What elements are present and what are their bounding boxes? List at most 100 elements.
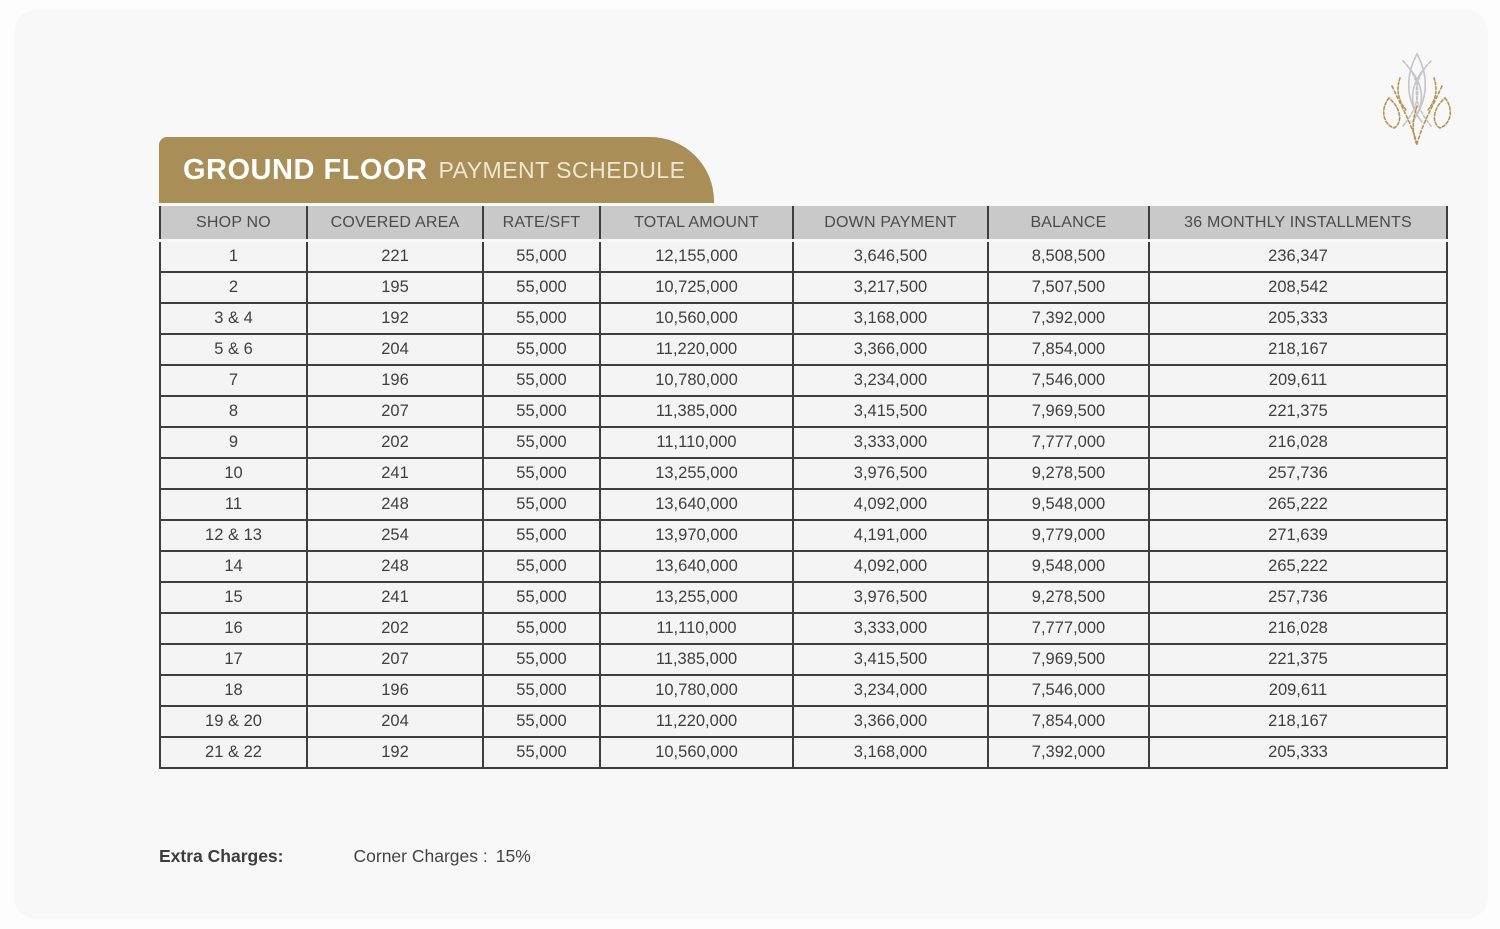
table-row: 1 221 55,000 12,155,000 3,646,500 8,508,500 23… bbox=[159, 239, 1448, 273]
table-cell: 192 bbox=[306, 302, 484, 335]
table-cell: 55,000 bbox=[482, 581, 601, 614]
table-row: 12 & 13 254 55,000 13,970,000 4,191,000 9,779… bbox=[159, 519, 1448, 552]
table-cell: 3 & 4 bbox=[159, 302, 308, 335]
table-cell: 10 bbox=[159, 457, 308, 490]
table-cell: 7,546,000 bbox=[987, 674, 1150, 707]
table-cell: 7,392,000 bbox=[987, 736, 1150, 769]
table-cell: 11,385,000 bbox=[599, 643, 794, 676]
table-cell: 3,217,500 bbox=[792, 271, 989, 304]
table-cell: 3,234,000 bbox=[792, 674, 989, 707]
table-row: 2 195 55,000 10,725,000 3,217,500 7,507,500 20… bbox=[159, 271, 1448, 304]
table-cell: 254 bbox=[306, 519, 484, 552]
column-header: COVERED AREA bbox=[306, 206, 484, 242]
extra-charges-note: Extra Charges: Corner Charges : 15% bbox=[159, 846, 531, 867]
table-cell: 3,366,000 bbox=[792, 705, 989, 738]
table-cell: 12 & 13 bbox=[159, 519, 308, 552]
table-cell: 7,969,500 bbox=[987, 395, 1150, 428]
table-cell: 55,000 bbox=[482, 736, 601, 769]
table-cell: 9,278,500 bbox=[987, 457, 1150, 490]
table-cell: 21 & 22 bbox=[159, 736, 308, 769]
table-cell: 216,028 bbox=[1148, 612, 1448, 645]
page-canvas: GROUND FLOOR PAYMENT SCHEDULE SHOP NO COV… bbox=[14, 10, 1488, 919]
table-cell: 3,646,500 bbox=[792, 239, 989, 273]
table-cell: 265,222 bbox=[1148, 550, 1448, 583]
table-cell: 221,375 bbox=[1148, 395, 1448, 428]
table-cell: 3,168,000 bbox=[792, 302, 989, 335]
table-cell: 17 bbox=[159, 643, 308, 676]
table-cell: 196 bbox=[306, 674, 484, 707]
table-cell: 55,000 bbox=[482, 457, 601, 490]
table-cell: 11,110,000 bbox=[599, 426, 794, 459]
table-row: 18 196 55,000 10,780,000 3,234,000 7,546,000 2… bbox=[159, 674, 1448, 707]
table-row: 14 248 55,000 13,640,000 4,092,000 9,548,000 2… bbox=[159, 550, 1448, 583]
table-cell: 55,000 bbox=[482, 333, 601, 366]
page-title: GROUND FLOOR bbox=[183, 153, 428, 186]
table-cell: 209,611 bbox=[1148, 674, 1448, 707]
table-cell: 9,278,500 bbox=[987, 581, 1150, 614]
table-cell: 271,639 bbox=[1148, 519, 1448, 552]
table-cell: 1 bbox=[159, 239, 308, 273]
table-cell: 55,000 bbox=[482, 364, 601, 397]
table-cell: 3,976,500 bbox=[792, 457, 989, 490]
table-cell: 9,548,000 bbox=[987, 488, 1150, 521]
table-cell: 11,110,000 bbox=[599, 612, 794, 645]
table-cell: 4,191,000 bbox=[792, 519, 989, 552]
table-cell: 10,725,000 bbox=[599, 271, 794, 304]
table-cell: 55,000 bbox=[482, 426, 601, 459]
table-cell: 9,548,000 bbox=[987, 550, 1150, 583]
table-row: 17 207 55,000 11,385,000 3,415,500 7,969,500 2… bbox=[159, 643, 1448, 676]
table-cell: 221,375 bbox=[1148, 643, 1448, 676]
table-cell: 7,507,500 bbox=[987, 271, 1150, 304]
table-row: 11 248 55,000 13,640,000 4,092,000 9,548,000 2… bbox=[159, 488, 1448, 521]
table-cell: 55,000 bbox=[482, 550, 601, 583]
table-cell: 204 bbox=[306, 705, 484, 738]
table-cell: 204 bbox=[306, 333, 484, 366]
table-cell: 9 bbox=[159, 426, 308, 459]
table-cell: 221 bbox=[306, 239, 484, 273]
table-cell: 5 & 6 bbox=[159, 333, 308, 366]
table-cell: 207 bbox=[306, 643, 484, 676]
table-cell: 55,000 bbox=[482, 643, 601, 676]
table-row: 10 241 55,000 13,255,000 3,976,500 9,278,500 2… bbox=[159, 457, 1448, 490]
table-cell: 10,780,000 bbox=[599, 674, 794, 707]
table-cell: 12,155,000 bbox=[599, 239, 794, 273]
table-cell: 55,000 bbox=[482, 302, 601, 335]
table-cell: 55,000 bbox=[482, 488, 601, 521]
table-cell: 4,092,000 bbox=[792, 550, 989, 583]
table-cell: 257,736 bbox=[1148, 457, 1448, 490]
table-cell: 7,854,000 bbox=[987, 333, 1150, 366]
page-subtitle: PAYMENT SCHEDULE bbox=[438, 156, 686, 183]
table-cell: 7,777,000 bbox=[987, 426, 1150, 459]
table-cell: 55,000 bbox=[482, 519, 601, 552]
corner-charges-label: Corner Charges : bbox=[353, 846, 488, 866]
table-cell: 3,234,000 bbox=[792, 364, 989, 397]
table-cell: 55,000 bbox=[482, 239, 601, 273]
table-cell: 8 bbox=[159, 395, 308, 428]
table-cell: 196 bbox=[306, 364, 484, 397]
table-cell: 209,611 bbox=[1148, 364, 1448, 397]
page-title-banner: GROUND FLOOR PAYMENT SCHEDULE bbox=[159, 137, 714, 203]
table-cell: 3,168,000 bbox=[792, 736, 989, 769]
table-cell: 216,028 bbox=[1148, 426, 1448, 459]
table-cell: 248 bbox=[306, 550, 484, 583]
table-cell: 13,255,000 bbox=[599, 457, 794, 490]
table-row: 9 202 55,000 11,110,000 3,333,000 7,777,000 21… bbox=[159, 426, 1448, 459]
table-body: 1 221 55,000 12,155,000 3,646,500 8,508,500 23… bbox=[159, 239, 1448, 769]
table-cell: 13,255,000 bbox=[599, 581, 794, 614]
table-cell: 3,333,000 bbox=[792, 426, 989, 459]
table-cell: 13,640,000 bbox=[599, 550, 794, 583]
table-cell: 16 bbox=[159, 612, 308, 645]
table-cell: 9,779,000 bbox=[987, 519, 1150, 552]
table-cell: 241 bbox=[306, 457, 484, 490]
table-row: 3 & 4 192 55,000 10,560,000 3,168,000 7,392,0… bbox=[159, 302, 1448, 335]
table-cell: 205,333 bbox=[1148, 302, 1448, 335]
corner-charges-value: 15% bbox=[495, 846, 531, 866]
table-cell: 236,347 bbox=[1148, 239, 1448, 273]
table-cell: 55,000 bbox=[482, 395, 601, 428]
table-row: 21 & 22 192 55,000 10,560,000 3,168,000 7,392… bbox=[159, 736, 1448, 769]
table-cell: 3,333,000 bbox=[792, 612, 989, 645]
table-row: 19 & 20 204 55,000 11,220,000 3,366,000 7,854… bbox=[159, 705, 1448, 738]
table-cell: 3,415,500 bbox=[792, 643, 989, 676]
table-cell: 55,000 bbox=[482, 705, 601, 738]
table-row: 8 207 55,000 11,385,000 3,415,500 7,969,500 22… bbox=[159, 395, 1448, 428]
